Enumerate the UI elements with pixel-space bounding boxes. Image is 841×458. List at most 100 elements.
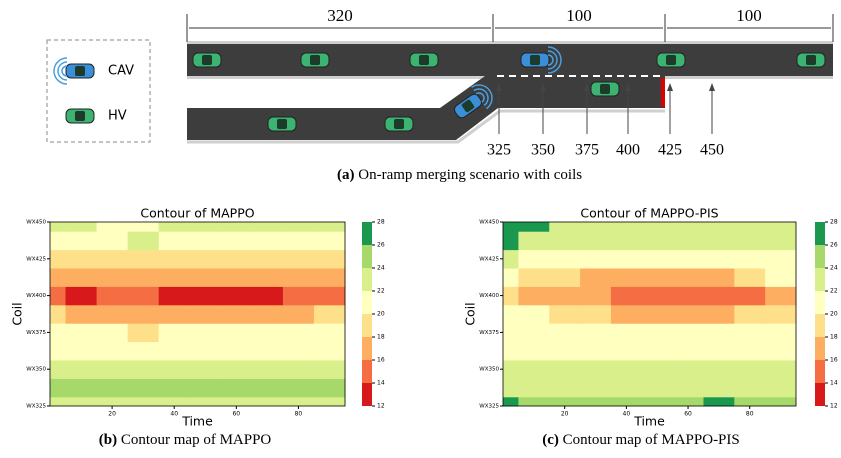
contour-cell: [518, 286, 550, 306]
contour-cell: [127, 304, 160, 324]
contour-cell: [189, 396, 222, 407]
contour-cell: [313, 323, 346, 343]
coil-arrowhead: [496, 83, 502, 91]
colorbar-segment: [362, 291, 372, 314]
contour-cell: [282, 304, 315, 324]
contour-cell: [127, 378, 160, 398]
contour-cell: [220, 304, 253, 324]
contour-cell: [641, 378, 674, 398]
contour-cell: [549, 323, 581, 343]
legend-box: [46, 39, 151, 143]
x-tick-label: 60: [232, 411, 240, 418]
car: [65, 63, 95, 79]
contour-cell: [518, 304, 550, 324]
contour-cell: [703, 222, 735, 232]
contour-cell: [127, 396, 160, 407]
contour-cell: [158, 222, 191, 232]
contour-cell: [282, 396, 315, 407]
caption: (b) Contour map of MAPPO: [99, 432, 272, 448]
contour-cell: [313, 268, 346, 287]
contour-cell: [50, 360, 67, 379]
x-tick-label: 60: [684, 411, 692, 418]
contour-cell: [65, 249, 98, 269]
contour-cell: [580, 222, 612, 232]
signal-arc: [53, 57, 68, 85]
colorbar-label: 16: [377, 357, 385, 364]
car-window: [310, 55, 320, 65]
colorbar-segment: [362, 314, 372, 337]
contour-cell: [282, 341, 315, 361]
colorbar-segment: [815, 222, 825, 245]
contour-cell: [672, 341, 704, 361]
contour-cell: [158, 268, 191, 287]
contour-cell: [158, 249, 191, 269]
car: [300, 52, 330, 68]
colorbar-label: 24: [830, 265, 838, 272]
colorbar-label: 12: [377, 403, 385, 410]
colorbar-segment: [362, 222, 372, 245]
car-window: [530, 55, 540, 65]
contour-cell: [641, 396, 674, 407]
coil-label: 350: [531, 142, 555, 159]
car: [409, 52, 439, 68]
contour-cell: [580, 231, 612, 251]
colorbar-segment: [362, 360, 372, 383]
coil-label: 325: [487, 142, 511, 159]
contour-cell: [641, 341, 674, 361]
contour-cell: [282, 286, 315, 306]
contour-cell: [549, 231, 581, 251]
contour-cell: [96, 286, 129, 306]
y-tick-label: WX425: [26, 256, 46, 262]
contour-cell: [503, 304, 519, 324]
contour-cell: [610, 304, 643, 324]
contour-cell: [610, 323, 643, 343]
contour-cell: [503, 378, 519, 398]
colorbar-label: 22: [830, 288, 838, 295]
contour-cell: [158, 360, 191, 379]
main-road: [187, 44, 833, 76]
contour-cell: [220, 222, 253, 232]
colorbar-label: 26: [830, 242, 838, 249]
contour-cell: [703, 231, 735, 251]
contour-cell: [220, 231, 253, 251]
contour-cell: [503, 249, 519, 269]
colorbar-segment: [815, 268, 825, 291]
signal-arc: [57, 61, 68, 81]
car: [656, 52, 686, 68]
contour-cell: [518, 378, 550, 398]
contour-cell: [503, 286, 519, 306]
colorbar-segment: [815, 245, 825, 268]
plot-frame: [502, 221, 797, 407]
car: [267, 116, 297, 132]
contour-cell: [580, 304, 612, 324]
contour-cell: [549, 341, 581, 361]
contour-cell: [158, 323, 191, 343]
contour-cell: [96, 323, 129, 343]
contour-cell: [703, 249, 735, 269]
x-tick-label: 80: [746, 411, 754, 418]
contour-cell: [96, 231, 129, 251]
signal-arc: [547, 50, 558, 70]
contour-cell: [251, 286, 284, 306]
contour-cell: [50, 286, 67, 306]
contour-cell: [50, 249, 67, 269]
car-window: [75, 66, 85, 76]
signal: [53, 57, 68, 85]
car: [384, 116, 414, 132]
y-tick-label: WX325: [479, 404, 499, 410]
y-tick-label: WX450: [26, 220, 46, 226]
contour-cell: [50, 378, 67, 398]
car: [590, 81, 620, 97]
signal-arc: [473, 88, 489, 106]
colorbar-label: 20: [830, 311, 838, 318]
contour-cell: [313, 304, 346, 324]
x-tick-label: 40: [170, 411, 178, 418]
contour-cell: [765, 341, 797, 361]
contour-cell: [549, 304, 581, 324]
coil-arrowhead: [709, 83, 715, 91]
contour-cell: [734, 231, 766, 251]
contour-cell: [220, 378, 253, 398]
car-window: [202, 55, 212, 65]
car-window: [75, 111, 85, 121]
